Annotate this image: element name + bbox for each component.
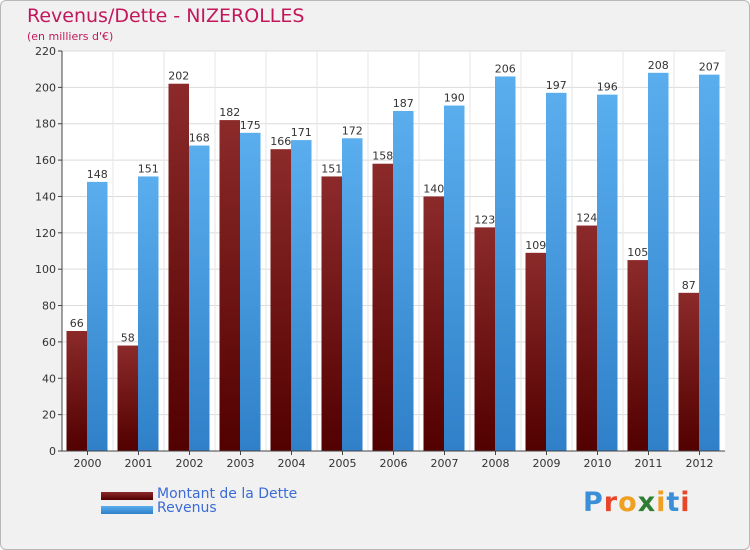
data-label-debt: 202 — [168, 70, 189, 83]
bar-revenus — [87, 181, 108, 451]
data-label-debt: 140 — [423, 182, 444, 195]
bar-debt — [219, 120, 240, 451]
bar-revenus — [444, 105, 465, 451]
data-label-debt: 124 — [576, 212, 597, 225]
bar-debt — [474, 227, 495, 451]
x-tick-label: 2012 — [686, 457, 714, 470]
logo-letter: i — [656, 487, 667, 518]
bar-revenus — [291, 140, 312, 451]
data-label-revenus: 207 — [699, 61, 720, 74]
data-label-revenus: 197 — [546, 79, 567, 92]
proxiti-logo: Proxiti — [583, 487, 691, 518]
bar-revenus — [597, 94, 618, 452]
data-label-debt: 123 — [474, 213, 495, 226]
y-tick-label: 40 — [42, 372, 56, 385]
data-label-debt: 109 — [525, 239, 546, 252]
bar-revenus — [648, 72, 669, 452]
bar-revenus — [342, 138, 363, 452]
x-tick-label: 2011 — [635, 457, 663, 470]
x-tick-label: 2004 — [278, 457, 306, 470]
y-tick-label: 60 — [42, 336, 56, 349]
x-tick-label: 2010 — [584, 457, 612, 470]
data-label-revenus: 206 — [495, 62, 516, 75]
x-tick-label: 2006 — [380, 457, 408, 470]
logo-letter: x — [637, 487, 657, 518]
logo-letter: r — [603, 487, 619, 518]
logo-letter: o — [618, 487, 638, 518]
y-tick-label: 100 — [35, 263, 56, 276]
data-label-revenus: 196 — [597, 81, 618, 94]
bar-debt — [423, 196, 444, 451]
data-label-revenus: 171 — [291, 126, 312, 139]
x-tick-label: 2009 — [533, 457, 561, 470]
data-label-revenus: 148 — [87, 168, 108, 181]
bar-revenus — [546, 92, 567, 452]
bar-debt — [270, 149, 291, 451]
bar-debt — [117, 345, 138, 451]
bar-revenus — [138, 176, 159, 452]
x-tick-label: 2005 — [329, 457, 357, 470]
data-label-debt: 87 — [682, 279, 696, 292]
bar-revenus — [240, 132, 261, 451]
bar-debt — [372, 163, 393, 451]
x-tick-label: 2003 — [227, 457, 255, 470]
x-tick-label: 2001 — [125, 457, 153, 470]
y-tick-label: 120 — [35, 227, 56, 240]
bar-revenus — [393, 111, 414, 451]
y-tick-label: 200 — [35, 81, 56, 94]
y-tick-label: 180 — [35, 118, 56, 131]
x-tick-label: 2002 — [176, 457, 204, 470]
data-label-debt: 151 — [321, 162, 342, 175]
chart-title: Revenus/Dette - NIZEROLLES — [27, 5, 305, 27]
y-tick-label: 0 — [49, 445, 56, 458]
legend-swatch-debt — [101, 492, 153, 500]
bar-debt — [168, 83, 189, 452]
y-tick-label: 80 — [42, 300, 56, 313]
x-tick-label: 2000 — [74, 457, 102, 470]
x-tick-label: 2008 — [482, 457, 510, 470]
bar-debt — [321, 176, 342, 452]
data-label-revenus: 168 — [189, 132, 210, 145]
data-label-revenus: 190 — [444, 92, 465, 105]
data-label-debt: 66 — [70, 317, 84, 330]
legend-label-revenus: Revenus — [157, 500, 217, 516]
data-label-debt: 58 — [121, 332, 135, 345]
data-label-revenus: 175 — [240, 119, 261, 132]
chart-subtitle: (en milliers d'€) — [27, 30, 114, 43]
y-tick-label: 20 — [42, 409, 56, 422]
data-label-revenus: 151 — [138, 162, 159, 175]
legend-label-debt: Montant de la Dette — [157, 486, 298, 502]
data-label-revenus: 208 — [648, 59, 669, 72]
bar-revenus — [495, 76, 516, 452]
data-label-debt: 166 — [270, 135, 291, 148]
bar-debt — [525, 252, 546, 451]
logo-letter: t — [666, 487, 681, 518]
y-tick-label: 160 — [35, 154, 56, 167]
data-label-revenus: 187 — [393, 97, 414, 110]
bar-debt — [627, 260, 648, 451]
bar-revenus — [699, 74, 720, 452]
y-tick-label: 140 — [35, 190, 56, 203]
bar-debt — [678, 292, 699, 451]
logo-letter: P — [583, 487, 604, 518]
data-label-debt: 182 — [219, 106, 240, 119]
logo-letter: i — [680, 487, 691, 518]
bar-revenus — [189, 145, 210, 451]
data-label-debt: 105 — [627, 246, 648, 259]
bar-debt — [576, 225, 597, 451]
data-label-debt: 158 — [372, 150, 393, 163]
bar-debt — [66, 331, 87, 451]
data-label-revenus: 172 — [342, 124, 363, 137]
x-tick-label: 2007 — [431, 457, 459, 470]
y-tick-label: 220 — [35, 45, 56, 58]
legend-swatch-revenus — [101, 506, 153, 514]
